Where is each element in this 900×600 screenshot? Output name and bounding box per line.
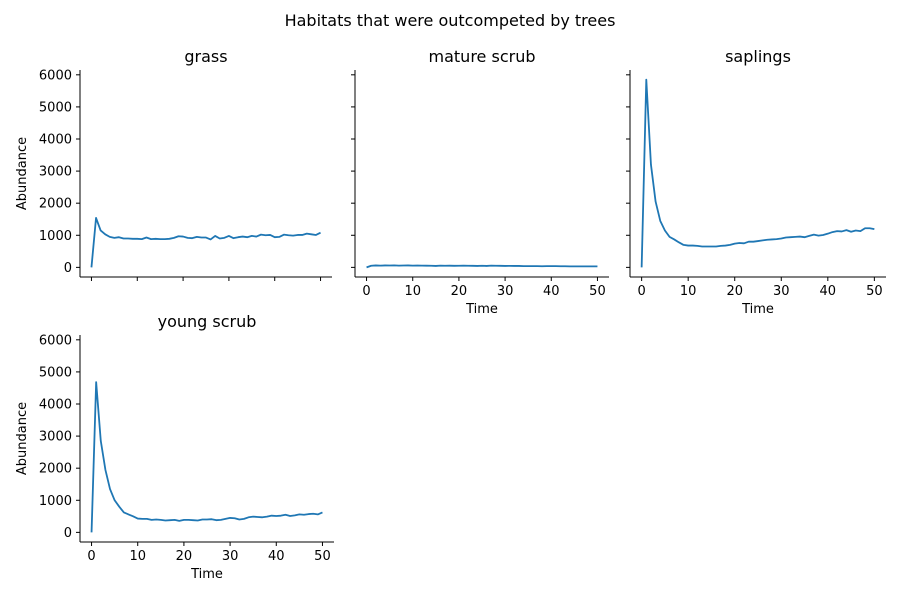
x-tick-label: 0: [87, 549, 95, 564]
x-tick-label: 50: [866, 284, 883, 299]
x-tick-label: 40: [268, 549, 285, 564]
y-tick-label: 4000: [39, 133, 72, 148]
y-axis-label: Abundance: [15, 402, 30, 475]
x-tick-label: 10: [129, 549, 146, 564]
x-tick-label: 40: [543, 284, 560, 299]
x-tick-label: 20: [451, 284, 468, 299]
y-axis-label: Abundance: [15, 137, 30, 210]
subplot-title: young scrub: [158, 312, 257, 331]
x-axis-label: Time: [465, 302, 498, 317]
series-line-young-scrub: [90, 381, 323, 533]
subplot-young-scrub: young scrub 0 1000 2000 3000 4000 5000 6000 0 10 2…: [15, 312, 334, 582]
y-tick-label: 0: [64, 261, 72, 276]
y-tick-label: 6000: [39, 68, 72, 83]
y-tick-label: 4000: [39, 398, 72, 413]
x-tick-label: 10: [680, 284, 697, 299]
x-tick-label: 10: [404, 284, 421, 299]
x-tick-label: 50: [314, 549, 331, 564]
subplot-title: grass: [184, 47, 227, 66]
series-line-mature-scrub: [366, 264, 598, 269]
subplot-title: mature scrub: [429, 47, 536, 66]
x-tick-label: 40: [820, 284, 837, 299]
y-tick-label: 5000: [39, 365, 72, 380]
series-line-grass: [90, 217, 321, 268]
x-axis-label: Time: [190, 567, 223, 582]
x-tick-label: 0: [637, 284, 645, 299]
y-tick-label: 3000: [39, 165, 72, 180]
y-tick-label: 1000: [39, 229, 72, 244]
y-tick-label: 2000: [39, 462, 72, 477]
y-tick-label: 6000: [39, 333, 72, 348]
y-tick-label: 1000: [39, 494, 72, 509]
y-tick-label: 0: [64, 526, 72, 541]
x-tick-label: 50: [589, 284, 606, 299]
x-tick-label: 20: [726, 284, 743, 299]
y-tick-label: 2000: [39, 197, 72, 212]
x-tick-label: 0: [362, 284, 370, 299]
x-tick-label: 30: [497, 284, 514, 299]
x-axis-label: Time: [741, 302, 774, 317]
y-tick-label: 5000: [39, 100, 72, 115]
subplot-grass: grass 0 1000 2000 3000 4000 5000 6000 Abundance: [15, 47, 332, 281]
x-tick-label: 20: [176, 549, 193, 564]
subplot-grid: grass0100020003000400050006000Abundancem…: [15, 47, 886, 582]
x-tick-label: 30: [773, 284, 790, 299]
subplot-mature-scrub: mature scrub 0 10 20 30 40 50 Time: [351, 47, 609, 317]
subplot-saplings: saplings 0 10 20 30 40 50 Time: [626, 47, 886, 317]
series-line-saplings: [640, 78, 875, 268]
subplot-title: saplings: [725, 47, 791, 66]
y-tick-label: 3000: [39, 430, 72, 445]
figure-suptitle: Habitats that were outcompeted by trees: [285, 11, 616, 30]
x-tick-label: 30: [222, 549, 239, 564]
